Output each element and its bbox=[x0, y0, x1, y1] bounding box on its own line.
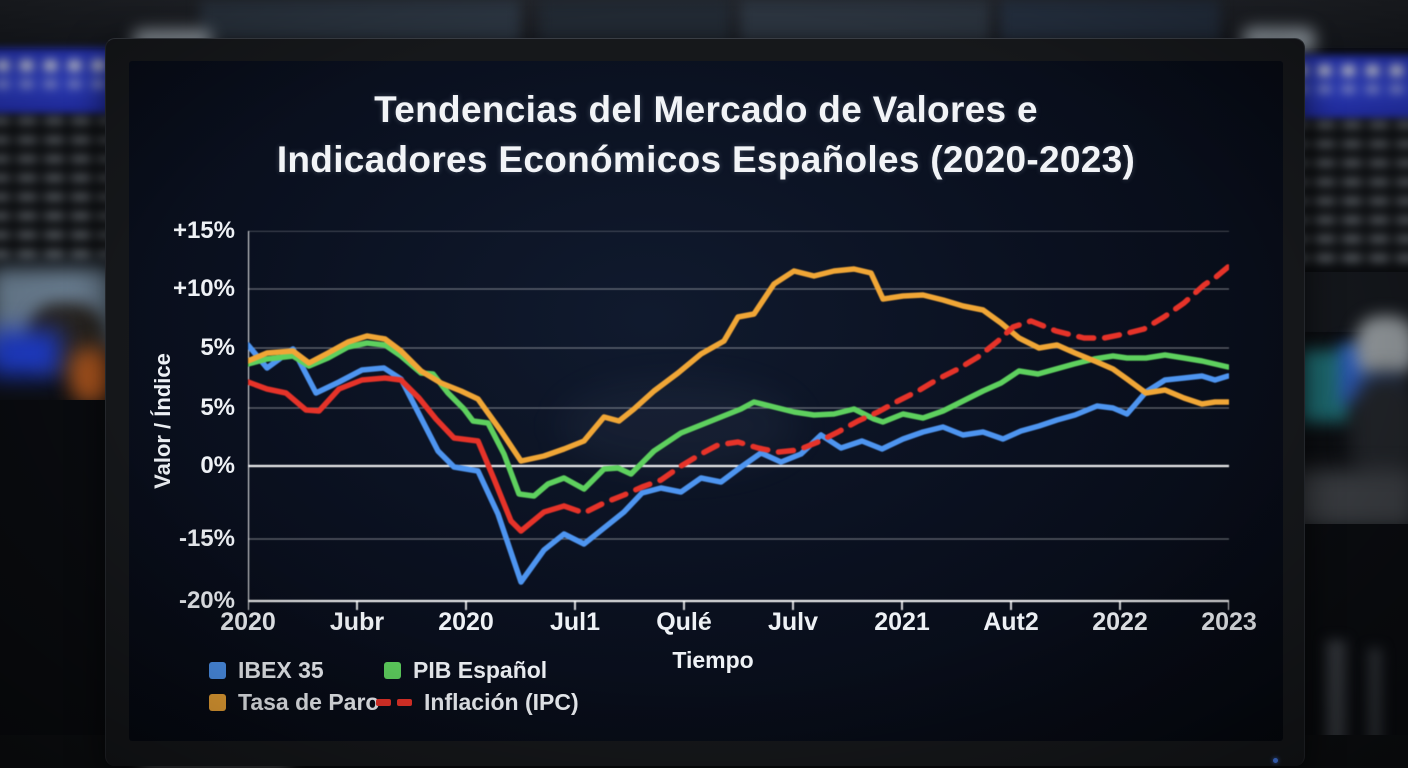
paro-swatch-icon bbox=[209, 693, 226, 711]
x-axis-label: Tiempo bbox=[672, 647, 754, 673]
series-line bbox=[561, 264, 1229, 516]
legend-label: PIB Español bbox=[413, 656, 548, 683]
series-line bbox=[248, 375, 567, 534]
background-blue-banner-left bbox=[0, 48, 125, 114]
series-line bbox=[248, 266, 1229, 464]
y-tick-label: 5% bbox=[200, 334, 235, 361]
y-tick-label: +10% bbox=[172, 275, 235, 302]
series-line bbox=[248, 342, 1229, 585]
background-ceiling-panel bbox=[740, 0, 990, 42]
legend-item-ibex35: IBEX 35 bbox=[209, 657, 324, 683]
ibex35-swatch-icon bbox=[209, 661, 226, 679]
y-tick-label: +15% bbox=[172, 217, 235, 244]
x-tick-label: Jul1 bbox=[549, 608, 601, 636]
x-tick-label: Jubr bbox=[329, 608, 385, 636]
y-tick-label: -15% bbox=[178, 525, 235, 552]
background-monitor-glow-left bbox=[0, 330, 60, 376]
background-chair-leg bbox=[1326, 640, 1346, 760]
background-ticker-board-right bbox=[1288, 122, 1408, 272]
chart-canvas bbox=[248, 231, 1229, 610]
x-tick-label: 2022 bbox=[1092, 608, 1148, 636]
x-tick-label: 2020 bbox=[220, 608, 276, 636]
chart-title-line2: Indicadores Económicos Españoles (2020-2… bbox=[276, 139, 1136, 180]
series-line bbox=[248, 340, 1229, 499]
legend-item-inflacion: Inflación (IPC) bbox=[376, 689, 579, 715]
x-tick-label: 2021 bbox=[874, 608, 930, 636]
x-tick-label: 2020 bbox=[438, 608, 494, 636]
legend-label: Inflación (IPC) bbox=[424, 688, 579, 715]
chart-title: Tendencias del Mercado de Valores e Indi… bbox=[129, 85, 1283, 185]
x-tick-label: Julv bbox=[767, 608, 819, 636]
legend-item-paro: Tasa de Paro bbox=[209, 689, 379, 715]
background-ceiling-panel bbox=[1000, 0, 1220, 42]
chart-title-line1: Tendencias del Mercado de Valores e bbox=[374, 89, 1038, 130]
background-ceiling-panel bbox=[200, 0, 520, 42]
y-tick-label: 5% bbox=[200, 394, 235, 421]
legend-label: Tasa de Paro bbox=[238, 688, 380, 715]
monitor-bezel: Tendencias del Mercado de Valores e Indi… bbox=[105, 38, 1305, 766]
background-desk-right bbox=[1286, 470, 1408, 528]
background-person-gray-hair bbox=[1356, 316, 1408, 378]
legend-item-pib: PIB Español bbox=[384, 657, 547, 683]
y-tick-label: 0% bbox=[200, 452, 235, 479]
y-tick-label: -20% bbox=[178, 587, 235, 614]
x-tick-label: Qulé bbox=[656, 608, 712, 636]
background-blue-banner-right bbox=[1288, 55, 1408, 119]
power-led bbox=[1273, 758, 1278, 763]
background-chair-leg bbox=[1368, 648, 1382, 760]
inflacion-dash-icon bbox=[376, 698, 412, 706]
monitor-screen: Tendencias del Mercado de Valores e Indi… bbox=[129, 61, 1283, 741]
background-ceiling-panel bbox=[540, 0, 730, 42]
x-tick-label: 2023 bbox=[1201, 608, 1257, 636]
x-tick-label: Aut2 bbox=[983, 608, 1039, 636]
pib-swatch-icon bbox=[384, 661, 401, 679]
legend-label: IBEX 35 bbox=[238, 656, 324, 683]
